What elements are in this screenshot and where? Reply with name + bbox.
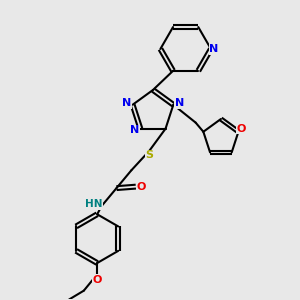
Text: N: N [122, 98, 131, 108]
Text: N: N [130, 125, 139, 135]
Text: O: O [92, 275, 102, 285]
Text: HN: HN [85, 200, 102, 209]
Text: N: N [175, 98, 184, 108]
Text: O: O [136, 182, 146, 192]
Text: N: N [209, 44, 218, 54]
Text: O: O [237, 124, 246, 134]
Text: S: S [145, 150, 153, 161]
